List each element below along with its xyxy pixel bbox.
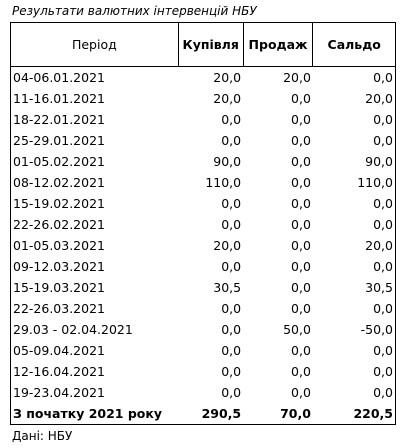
table-cell: 0,0 <box>291 343 311 358</box>
table-cell: 0,0 <box>291 238 311 253</box>
table-cell: 0,0 <box>291 196 311 211</box>
table-cell: 0,0 <box>373 70 393 85</box>
table-cell: 19-23.04.2021 <box>13 385 105 400</box>
header-cell: Купівля <box>177 22 244 67</box>
table-cell: 20,0 <box>213 238 242 253</box>
table-cell: 0,0 <box>291 280 311 295</box>
table-cell: 0,0 <box>221 133 242 148</box>
table-row: 18-22.01.2021 0,0 0,0 0,0 <box>11 109 396 130</box>
table-row: 12-16.04.2021 0,0 0,0 0,0 <box>11 361 396 382</box>
table-row: 08-12.02.2021 110,0 0,0 110,0 <box>11 172 396 193</box>
table-row: 01-05.03.2021 20,0 0,0 20,0 <box>11 235 396 256</box>
table-cell: 90,0 <box>213 154 242 169</box>
table-row: 01-05.02.2021 90,0 0,0 90,0 <box>11 151 396 172</box>
table-cell: 0,0 <box>373 217 393 232</box>
table-row: З початку 2021 року 290,5 70,0 220,5 <box>11 403 396 425</box>
table-cell: 0,0 <box>221 196 242 211</box>
table-cell: 0,0 <box>291 175 311 190</box>
table-cell: 90,0 <box>365 154 393 169</box>
table-cell: 04-06.01.2021 <box>13 70 105 85</box>
table-row: 22-26.03.2021 0,0 0,0 0,0 <box>11 298 396 319</box>
table-cell: 22-26.02.2021 <box>13 217 105 232</box>
table-cell: 0,0 <box>373 259 393 274</box>
table-cell: 0,0 <box>373 343 393 358</box>
table-cell: 0,0 <box>221 112 242 127</box>
table-row: 04-06.01.2021 20,0 20,0 0,0 <box>11 67 396 89</box>
table-cell: 220,5 <box>353 406 393 421</box>
header-cell: Сальдо <box>312 22 396 67</box>
table-cell: 25-29.01.2021 <box>13 133 105 148</box>
table-cell: 0,0 <box>373 196 393 211</box>
source: Дані: НБУ <box>12 429 73 443</box>
table-cell: 08-12.02.2021 <box>13 175 105 190</box>
table-body: 04-06.01.2021 20,0 20,0 0,0 11-16.01.2021 20,… <box>11 67 396 425</box>
table-cell: 20,0 <box>365 91 393 106</box>
table-row: 25-29.01.2021 0,0 0,0 0,0 <box>11 130 396 151</box>
table-cell: 30,5 <box>365 280 393 295</box>
table-row: 05-09.04.2021 0,0 0,0 0,0 <box>11 340 396 361</box>
table-cell: 0,0 <box>291 217 311 232</box>
table-cell: З початку 2021 року <box>13 406 163 421</box>
header-cell: Період <box>10 22 179 67</box>
table-cell: 0,0 <box>291 112 311 127</box>
table-cell: 0,0 <box>373 301 393 316</box>
table-cell: 29.03 - 02.04.2021 <box>13 322 133 337</box>
table-cell: 110,0 <box>205 175 242 190</box>
table-cell: 0,0 <box>221 343 242 358</box>
table-cell: 0,0 <box>221 322 242 337</box>
table-cell: 11-16.01.2021 <box>13 91 105 106</box>
table-cell: 0,0 <box>291 385 311 400</box>
table-cell: 0,0 <box>291 154 311 169</box>
table-cell: 0,0 <box>373 385 393 400</box>
table-cell: 01-05.02.2021 <box>13 154 105 169</box>
table-cell: 0,0 <box>221 217 242 232</box>
table: Період Купівля Продаж Сальдо 04-06.01.2021 2… <box>10 22 396 425</box>
table-row: 11-16.01.2021 20,0 0,0 20,0 <box>11 88 396 109</box>
table-row: 29.03 - 02.04.2021 0,0 50,0 -50,0 <box>11 319 396 340</box>
table-cell: 20,0 <box>213 91 242 106</box>
table-cell: -50,0 <box>360 322 393 337</box>
table-row: 15-19.02.2021 0,0 0,0 0,0 <box>11 193 396 214</box>
table-cell: 20,0 <box>365 238 393 253</box>
table-cell: 15-19.02.2021 <box>13 196 105 211</box>
table-cell: 30,5 <box>213 280 242 295</box>
table-row: 22-26.02.2021 0,0 0,0 0,0 <box>11 214 396 235</box>
table-row: 09-12.03.2021 0,0 0,0 0,0 <box>11 256 396 277</box>
table-cell: 110,0 <box>357 175 393 190</box>
table-row: 15-19.03.2021 30,5 0,0 30,5 <box>11 277 396 298</box>
table-cell: 0,0 <box>373 133 393 148</box>
table-cell: 15-19.03.2021 <box>13 280 105 295</box>
table-cell: 0,0 <box>291 364 311 379</box>
table-cell: 0,0 <box>221 385 242 400</box>
table-cell: 22-26.03.2021 <box>13 301 105 316</box>
table-cell: 0,0 <box>373 364 393 379</box>
table-cell: 0,0 <box>291 301 311 316</box>
table-row: 19-23.04.2021 0,0 0,0 0,0 <box>11 382 396 403</box>
table-cell: 0,0 <box>291 133 311 148</box>
table-cell: 20,0 <box>213 70 242 85</box>
table-cell: 01-05.03.2021 <box>13 238 105 253</box>
table-cell: 0,0 <box>291 259 311 274</box>
title: Результати валютних інтервенцій НБУ <box>12 4 257 18</box>
table-cell: 20,0 <box>283 70 311 85</box>
table-cell: 70,0 <box>280 406 311 421</box>
table-cell: 12-16.04.2021 <box>13 364 105 379</box>
table-cell: 50,0 <box>283 322 311 337</box>
table-cell: 18-22.01.2021 <box>13 112 105 127</box>
table-cell: 0,0 <box>221 259 242 274</box>
table-cell: 09-12.03.2021 <box>13 259 105 274</box>
table-cell: 0,0 <box>221 364 242 379</box>
header-cell: Продаж <box>242 22 314 67</box>
table-cell: 290,5 <box>201 406 242 421</box>
table-cell: 0,0 <box>373 112 393 127</box>
header-row: Період Купівля Продаж Сальдо <box>10 22 396 67</box>
table-cell: 0,0 <box>291 91 311 106</box>
table-cell: 05-09.04.2021 <box>13 343 105 358</box>
table-cell: 0,0 <box>221 301 242 316</box>
